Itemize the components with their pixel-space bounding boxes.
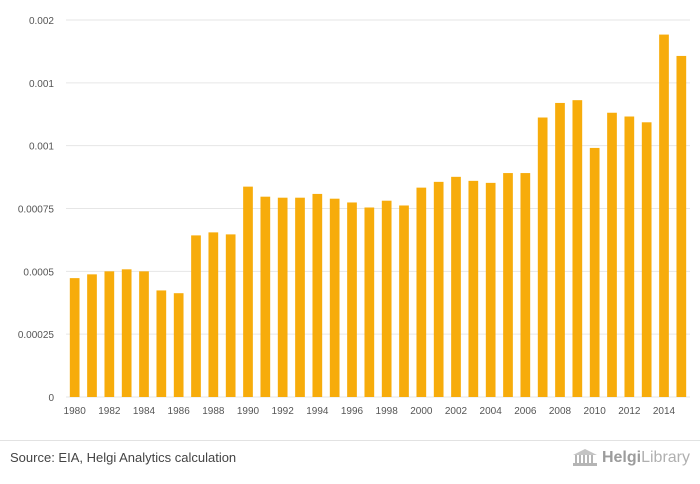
bar-1992[interactable]	[277, 197, 288, 397]
x-tick-label: 1988	[202, 406, 225, 417]
x-tick-label: 1986	[168, 406, 191, 417]
x-tick-label: 2008	[549, 406, 572, 417]
bar-2009[interactable]	[572, 100, 583, 398]
bar-2003[interactable]	[468, 180, 479, 397]
y-tick-label: 0.0005	[23, 267, 54, 278]
x-tick-label: 1980	[64, 406, 87, 417]
x-tick-label: 1982	[98, 406, 121, 417]
bar-1988[interactable]	[208, 232, 219, 397]
bar-1994[interactable]	[312, 193, 323, 397]
y-tick-label: 0.002	[29, 16, 54, 27]
bar-1991[interactable]	[260, 196, 271, 397]
x-tick-label: 1992	[272, 406, 295, 417]
bar-1981[interactable]	[87, 274, 97, 397]
bar-2011[interactable]	[607, 112, 617, 397]
gridlines	[66, 19, 690, 398]
bar-2006[interactable]	[520, 173, 531, 397]
x-tick-label: 1998	[376, 406, 399, 417]
bar-1986[interactable]	[173, 293, 184, 397]
bar-1990[interactable]	[243, 186, 253, 397]
bar-1980[interactable]	[69, 278, 80, 397]
bar-2010[interactable]	[589, 147, 600, 397]
x-tick-label: 1996	[341, 406, 364, 417]
bar-2015[interactable]	[676, 55, 687, 397]
bar-1995[interactable]	[329, 198, 340, 397]
x-tick-label: 1984	[133, 406, 156, 417]
bar-2002[interactable]	[451, 176, 461, 397]
library-building-icon	[572, 449, 597, 466]
bar-1984[interactable]	[139, 271, 149, 397]
x-tick-label: 1994	[306, 406, 329, 417]
bar-1989[interactable]	[225, 234, 236, 397]
bar-2005[interactable]	[503, 173, 513, 397]
bar-1982[interactable]	[104, 271, 115, 397]
bar-2012[interactable]	[624, 116, 635, 398]
bar-chart: 0 0.00025 0.0005 0.00075 0.001 0.001 0.002 198…	[18, 16, 690, 417]
bars	[69, 34, 687, 398]
bar-1993[interactable]	[295, 197, 305, 397]
x-tick-label: 2006	[514, 406, 537, 417]
bar-2001[interactable]	[433, 181, 444, 397]
bar-2004[interactable]	[485, 182, 496, 397]
helgi-library-logo[interactable]: Helgi Library	[572, 446, 690, 470]
y-tick-label: 0.001	[29, 79, 54, 90]
x-tick-label: 1990	[237, 406, 260, 417]
bar-1985[interactable]	[156, 290, 167, 397]
bar-2014[interactable]	[659, 34, 669, 397]
bar-1999[interactable]	[399, 205, 409, 397]
y-tick-label: 0	[48, 393, 54, 404]
bar-1996[interactable]	[347, 202, 357, 397]
source-note: Source: EIA, Helgi Analytics calculation	[10, 450, 237, 465]
x-tick-label: 2010	[584, 406, 607, 417]
x-axis-labels: 1980 1982 1984 1986 1988 1990 1992 1994 1996 1998…	[64, 406, 676, 417]
bar-1983[interactable]	[121, 269, 132, 397]
y-tick-label: 0.00025	[18, 330, 55, 341]
logo-text-library: Library	[641, 449, 690, 466]
x-tick-label: 2002	[445, 406, 468, 417]
y-tick-label: 0.00075	[18, 205, 55, 216]
x-tick-label: 2000	[410, 406, 433, 417]
x-tick-label: 2004	[480, 406, 503, 417]
bar-1987[interactable]	[191, 235, 201, 397]
bar-2007[interactable]	[537, 117, 548, 397]
bar-1997[interactable]	[364, 207, 375, 397]
x-tick-label: 2012	[618, 406, 641, 417]
bar-1998[interactable]	[381, 200, 392, 397]
bar-2008[interactable]	[555, 102, 565, 397]
x-tick-label: 2014	[653, 406, 676, 417]
y-tick-label: 0.001	[29, 142, 54, 153]
logo-text-helgi: Helgi	[601, 449, 642, 466]
y-axis-labels: 0 0.00025 0.0005 0.00075 0.001 0.001 0.002	[18, 16, 55, 404]
bar-2013[interactable]	[641, 122, 652, 397]
bar-2000[interactable]	[416, 187, 427, 397]
